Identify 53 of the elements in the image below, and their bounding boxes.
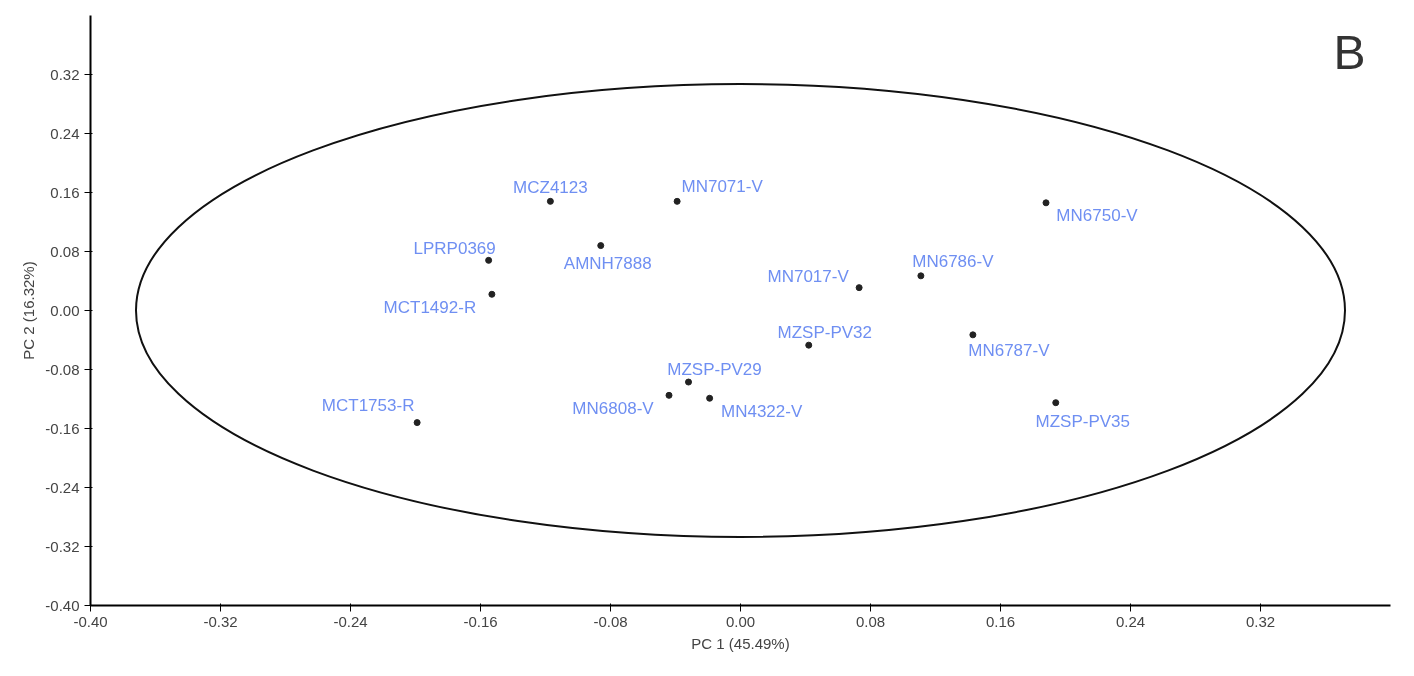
x-tick-label: -0.08: [593, 612, 628, 630]
x-tick-label: 0.00: [725, 612, 756, 630]
x-tick-label: -0.16: [463, 612, 498, 630]
annotation: MCT1753-R: [321, 396, 415, 416]
y-tick-label: -0.08: [45, 360, 80, 378]
annotation: MN6786-V: [912, 252, 995, 272]
x-tick-label: 0.32: [1245, 612, 1276, 630]
x-tick-label: 0.08: [855, 612, 886, 630]
y-tick-label: 0.08: [50, 242, 80, 260]
annotation: MN6787-V: [968, 341, 1051, 361]
point: [805, 341, 813, 349]
annotation: B: [1333, 25, 1366, 79]
point: [673, 197, 681, 205]
x-tick-label: 0.24: [1115, 612, 1146, 630]
annotation: MN7071-V: [681, 176, 764, 196]
point: [665, 391, 673, 399]
x-tick-label: -0.40: [73, 612, 108, 630]
annotation: MN7017-V: [767, 267, 850, 287]
point: [488, 290, 496, 298]
annotation: MZSP-PV32: [777, 322, 872, 342]
annotation: MN6808-V: [572, 398, 655, 418]
y-tick-label: -0.16: [45, 419, 80, 437]
point: [855, 284, 863, 292]
point: [1042, 199, 1050, 207]
point: [1052, 399, 1060, 407]
annotation: MN6750-V: [1056, 206, 1139, 226]
point: [706, 394, 714, 402]
point: [917, 272, 925, 280]
annotation: LPRP0369: [413, 238, 496, 258]
point: [546, 197, 554, 205]
x-tick-label: 0.16: [985, 612, 1016, 630]
annotation: MN4322-V: [721, 401, 803, 421]
y-tick-label: -0.32: [45, 537, 80, 555]
point: [969, 331, 977, 339]
y-tick-label: -0.40: [45, 596, 80, 614]
y-tick-label: 0.32: [50, 65, 80, 83]
y-tick-label: 0.16: [50, 183, 80, 201]
annotation: AMNH7888: [563, 254, 652, 274]
y-tick-label: 0.24: [50, 124, 80, 142]
x-tick-label: -0.32: [203, 612, 238, 630]
point: [485, 256, 493, 264]
annotation: MZSP-PV29: [667, 359, 762, 379]
x-tick-label: -0.24: [333, 612, 368, 630]
annotation: MCZ4123: [513, 177, 588, 197]
point: [413, 419, 421, 427]
point: [685, 378, 692, 386]
x-axis-title: PC 1 (45.49%): [691, 634, 790, 652]
y-tick-label: -0.24: [45, 478, 80, 496]
point: [597, 242, 605, 250]
annotation: MZSP-PV35: [1035, 412, 1130, 432]
y-tick-label: 0.00: [50, 301, 80, 319]
annotation: MCT1492-R: [383, 297, 477, 317]
y-axis-title: PC 2 (16.32%): [20, 261, 38, 360]
